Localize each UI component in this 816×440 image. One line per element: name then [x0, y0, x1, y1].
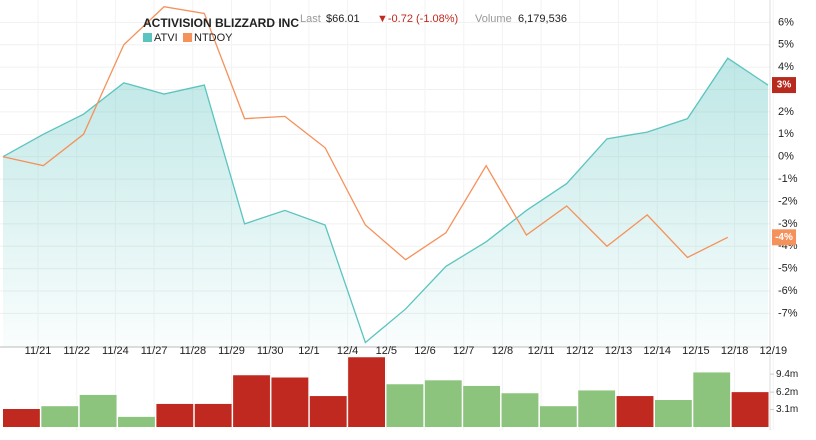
y-tick-label: 6%: [778, 16, 794, 28]
y-tick-label: -3%: [778, 218, 798, 230]
volume-bar: [156, 403, 194, 427]
volume-total: 6,179,536: [518, 13, 567, 25]
x-tick-label: 12/5: [376, 345, 397, 357]
volume-bar: [539, 406, 577, 427]
x-tick-label: 11/21: [25, 345, 52, 357]
y-tick-label: 0%: [778, 151, 794, 163]
end-badge: [772, 77, 796, 94]
area: [3, 58, 768, 347]
volume-tick-label: 9.4m: [776, 369, 798, 380]
chart-title: ACTIVISION BLIZZARD INC: [143, 16, 299, 30]
y-tick-label: -5%: [778, 263, 798, 275]
last-price: $66.01: [326, 13, 360, 25]
x-tick-label: 11/29: [218, 345, 245, 357]
x-tick-label: 11/27: [141, 345, 168, 357]
x-tick-label: 11/28: [179, 345, 206, 357]
x-tick-label: 12/18: [721, 345, 749, 357]
volume-bar: [271, 377, 309, 427]
x-tick-label: 12/1: [298, 345, 319, 357]
y-tick-label: 4%: [778, 61, 794, 73]
end-label: -4%: [775, 232, 793, 243]
volume-bar: [309, 396, 347, 427]
x-tick-label: 12/6: [414, 345, 435, 357]
x-tick-label: 12/12: [566, 345, 594, 357]
x-tick-label: 12/8: [492, 345, 513, 357]
last-label: Last: [300, 13, 321, 25]
y-tick-label: -6%: [778, 285, 798, 297]
y-tick-label: -1%: [778, 173, 798, 185]
x-tick-label: 12/4: [337, 345, 358, 357]
volume-bar: [616, 396, 654, 427]
end-badge: [772, 229, 796, 246]
x-tick-label: 12/13: [605, 345, 633, 357]
y-tick-label: -2%: [778, 195, 798, 207]
line: [2, 6, 729, 261]
volume-bar: [118, 416, 155, 427]
volume-tick-label: 6.2m: [776, 387, 798, 398]
volume-bar: [463, 385, 501, 427]
volume-bar: [348, 357, 385, 427]
legend-label: NTDOY: [194, 32, 233, 44]
x-tick-label: 12/7: [453, 345, 474, 357]
x-tick-label: 12/19: [760, 345, 788, 357]
volume-bar: [194, 403, 232, 427]
volume-bar: [731, 392, 769, 427]
legend-swatch: [143, 33, 152, 42]
volume-bar: [654, 400, 692, 427]
line: [2, 57, 769, 344]
volume-bar: [501, 393, 539, 427]
volume-bar: [79, 394, 117, 427]
end-label: 3%: [777, 80, 792, 91]
y-tick-label: 1%: [778, 128, 794, 140]
x-tick-label: 12/11: [528, 345, 555, 357]
volume-bar: [386, 384, 424, 427]
volume-bar: [424, 380, 462, 427]
x-tick-label: 11/22: [63, 345, 90, 357]
legend-label: ATVI: [154, 32, 178, 44]
x-tick-label: 12/15: [682, 345, 710, 357]
x-tick-label: 12/14: [643, 345, 671, 357]
legend-swatch: [183, 33, 192, 42]
volume-bar: [233, 375, 270, 427]
y-tick-label: 2%: [778, 106, 794, 118]
x-tick-label: 11/30: [257, 345, 284, 357]
volume-bar: [3, 409, 40, 427]
x-tick-label: 11/24: [102, 345, 129, 357]
y-tick-label: -7%: [778, 307, 798, 319]
price-change: ▼-0.72 (-1.08%): [377, 13, 458, 25]
volume-tick-label: 3.1m: [776, 404, 798, 415]
volume-bar: [693, 372, 731, 427]
y-tick-label: 5%: [778, 39, 794, 51]
volume-bar: [578, 390, 616, 427]
volume-label: Volume: [475, 13, 512, 25]
volume-bar: [41, 406, 79, 427]
